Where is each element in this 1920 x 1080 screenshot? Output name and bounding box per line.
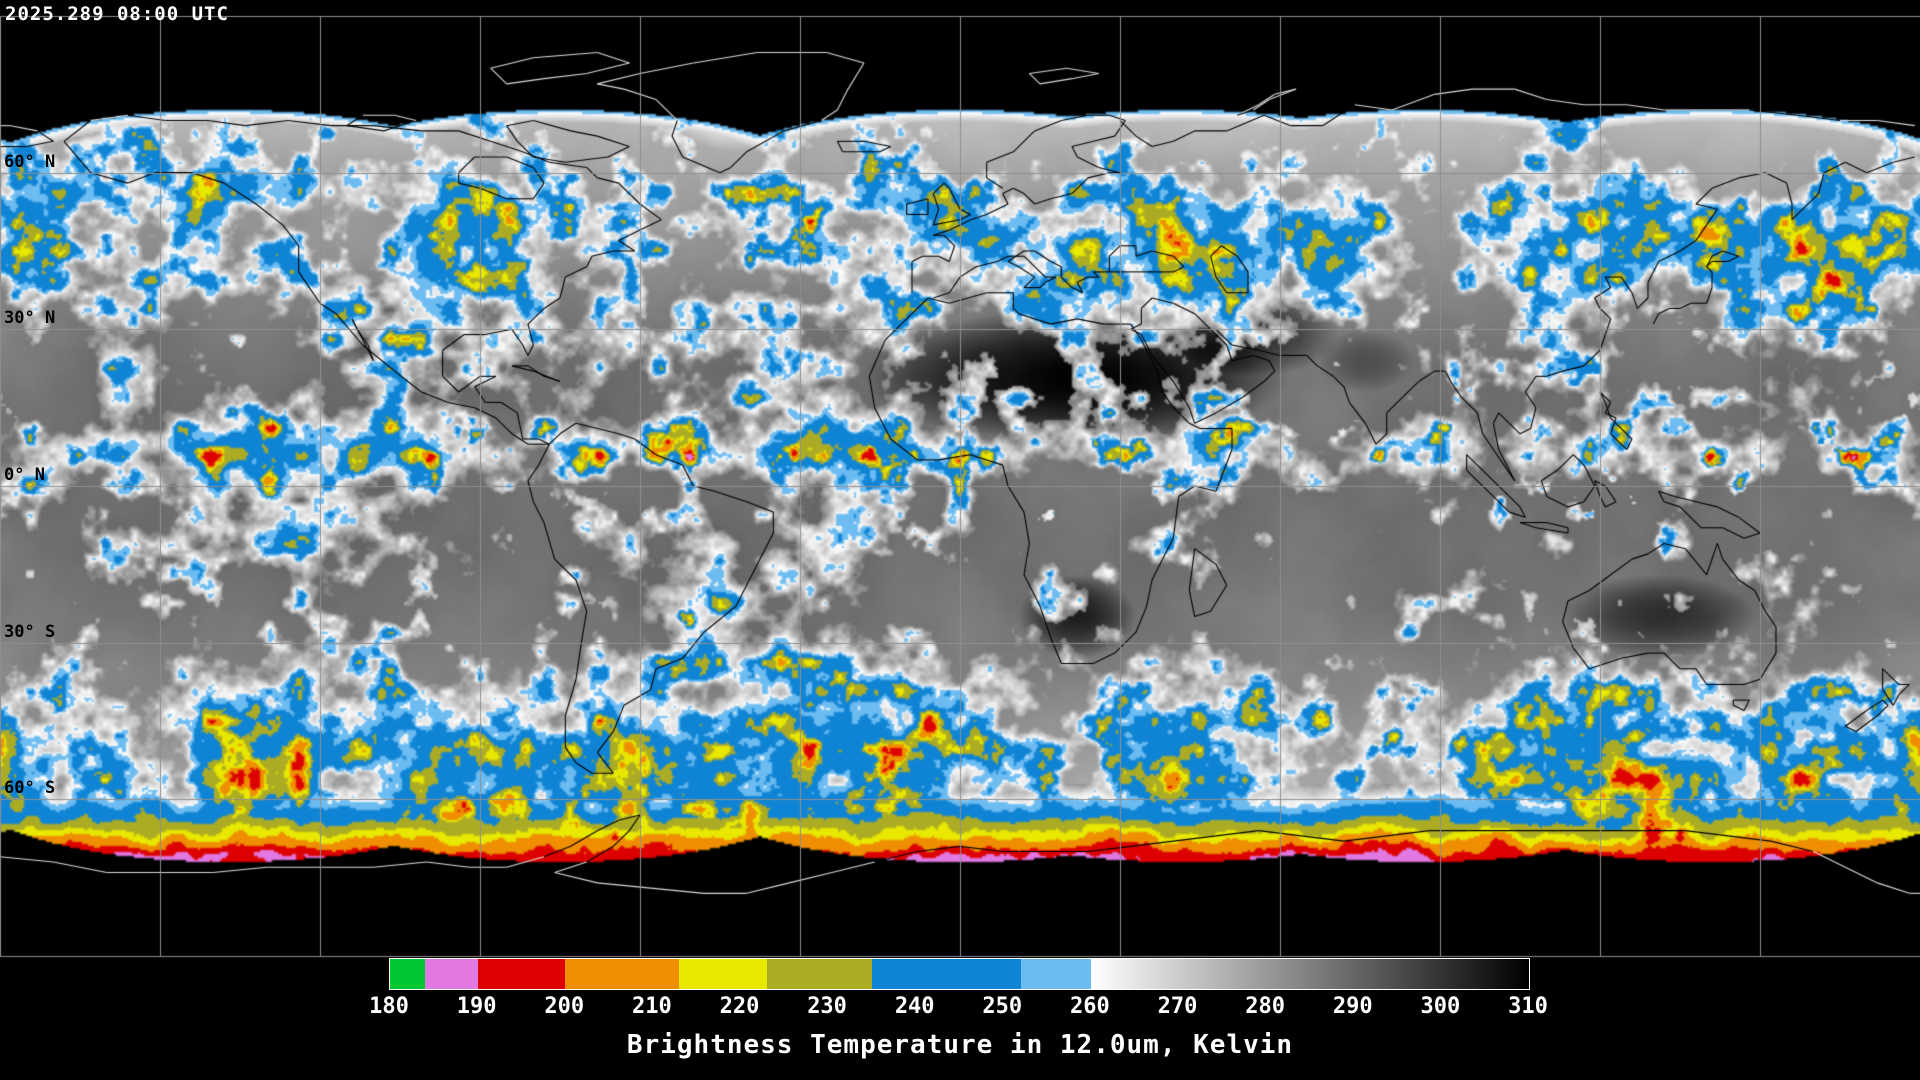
colorbar-tick: 230	[807, 994, 847, 1019]
colorbar-segment	[390, 959, 426, 989]
colorbar-grayscale-segment	[1090, 959, 1529, 989]
colorbar-segment	[565, 959, 680, 989]
colorbar-tick: 260	[1070, 994, 1110, 1019]
timestamp-label: 2025.289 08:00 UTC	[5, 3, 229, 25]
colorbar-tick-labels: 180 190 200 210 220 230 240 250 260 270 280 290 300 3…	[369, 994, 1548, 1022]
latitude-label: 60° S	[4, 778, 56, 799]
colorbar-tick: 200	[544, 994, 585, 1019]
colorbar-tick: 270	[1157, 994, 1198, 1019]
colorbar-tick: 250	[982, 994, 1023, 1019]
colorbar-tick: 310	[1508, 994, 1548, 1019]
colorbar-segment	[477, 959, 566, 989]
colorbar-segment	[679, 959, 767, 989]
colorbar-segment	[871, 959, 1021, 989]
colorbar-tick: 290	[1332, 994, 1373, 1019]
colorbar-title: Brightness Temperature in 12.0um, Kelvin	[626, 1030, 1294, 1060]
colorbar-tick: 220	[719, 994, 760, 1019]
colorbar-tick: 180	[369, 994, 409, 1019]
colorbar-tick: 190	[456, 994, 497, 1019]
colorbar-tick: 300	[1420, 994, 1461, 1019]
latitude-label: 0° N	[4, 465, 45, 485]
colorbar	[389, 958, 1530, 990]
latitude-label: 60° N	[4, 151, 56, 172]
colorbar-tick: 280	[1245, 994, 1286, 1019]
latitude-label: 30° N	[4, 308, 56, 329]
colorbar-segment	[425, 959, 478, 989]
latitude-label: 30° S	[4, 621, 56, 642]
colorbar-segment	[766, 959, 872, 989]
colorbar-tick: 210	[631, 994, 672, 1019]
colorbar-segment	[1020, 959, 1091, 989]
colorbar-tick: 240	[894, 994, 935, 1019]
